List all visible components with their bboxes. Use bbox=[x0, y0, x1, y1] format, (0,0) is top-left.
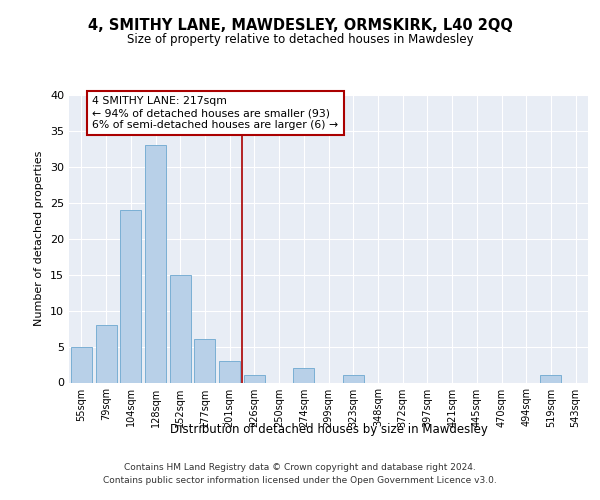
Text: Contains HM Land Registry data © Crown copyright and database right 2024.: Contains HM Land Registry data © Crown c… bbox=[124, 462, 476, 471]
Bar bbox=[541, 376, 562, 382]
Text: Contains public sector information licensed under the Open Government Licence v3: Contains public sector information licen… bbox=[103, 476, 497, 485]
Text: 4, SMITHY LANE, MAWDESLEY, ORMSKIRK, L40 2QQ: 4, SMITHY LANE, MAWDESLEY, ORMSKIRK, L40… bbox=[88, 18, 512, 32]
Bar bbox=[120, 210, 141, 382]
Bar bbox=[293, 368, 314, 382]
Bar bbox=[145, 146, 166, 382]
Bar bbox=[170, 274, 191, 382]
Y-axis label: Number of detached properties: Number of detached properties bbox=[34, 151, 44, 326]
Text: Size of property relative to detached houses in Mawdesley: Size of property relative to detached ho… bbox=[127, 34, 473, 46]
Text: Distribution of detached houses by size in Mawdesley: Distribution of detached houses by size … bbox=[170, 422, 488, 436]
Bar bbox=[244, 376, 265, 382]
Bar bbox=[219, 361, 240, 382]
Bar bbox=[194, 340, 215, 382]
Text: 4 SMITHY LANE: 217sqm
← 94% of detached houses are smaller (93)
6% of semi-detac: 4 SMITHY LANE: 217sqm ← 94% of detached … bbox=[92, 96, 338, 130]
Bar bbox=[71, 346, 92, 382]
Bar bbox=[95, 325, 116, 382]
Bar bbox=[343, 376, 364, 382]
